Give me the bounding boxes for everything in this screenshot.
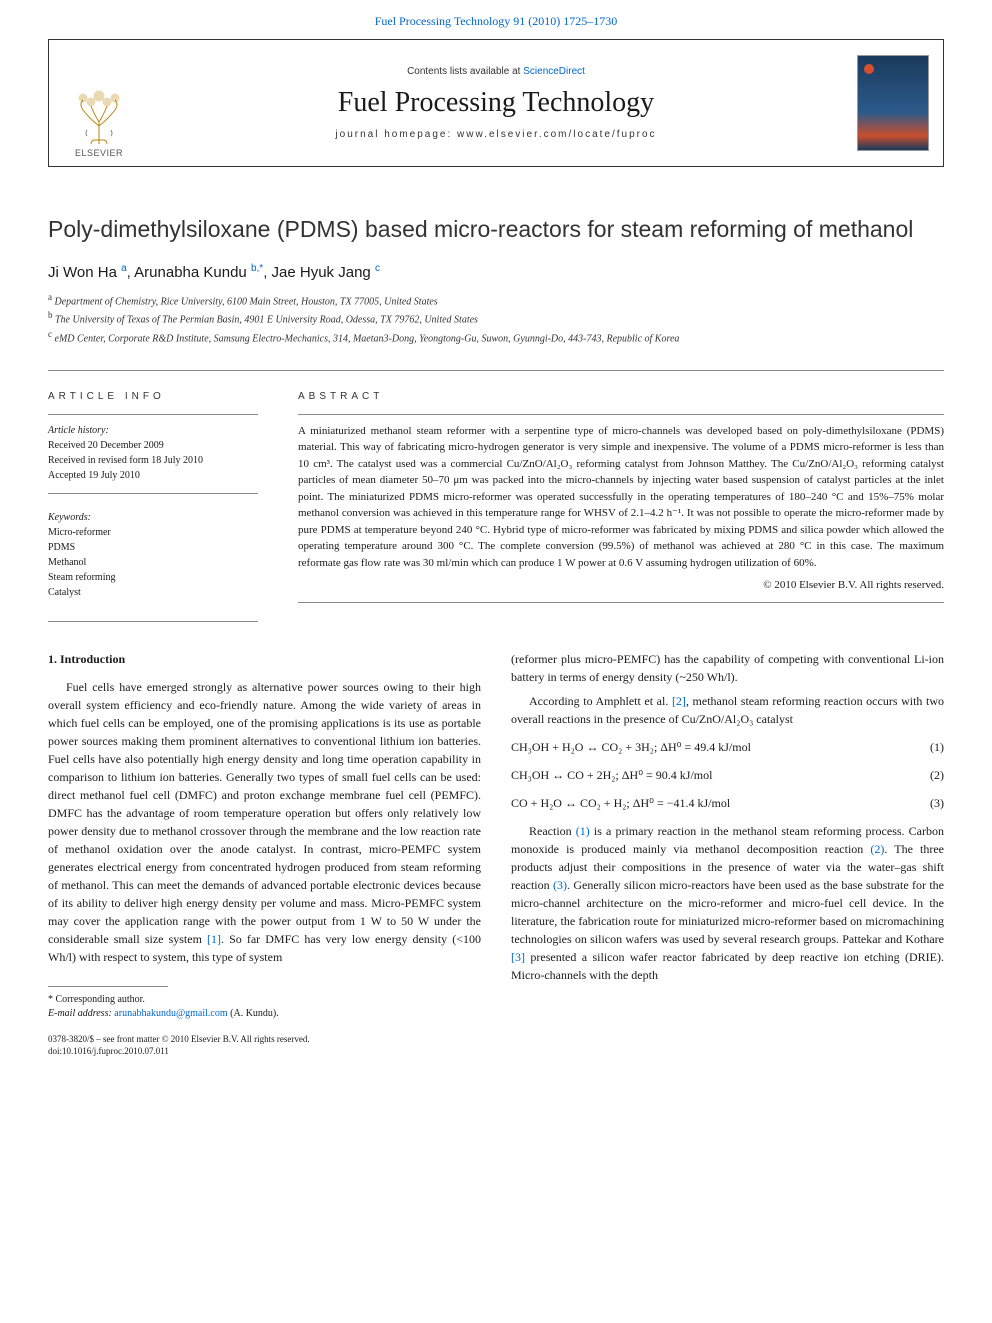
copyright-footer: 0378-3820/$ – see front matter © 2010 El… [48,1033,481,1058]
masthead-center: Contents lists available at ScienceDirec… [149,40,843,166]
paragraph: (reformer plus micro-PEMFC) has the capa… [511,650,944,686]
author-name: Arunabha Kundu [134,264,247,281]
equation-number: (1) [930,738,944,756]
divider-rule [298,414,944,415]
equation-formula: CH₃OH ↔ CO + 2H₂; ΔH⁰ = 90.4 kJ/mol [511,766,712,784]
journal-homepage-line: journal homepage: www.elsevier.com/locat… [335,129,656,140]
contents-available-line: Contents lists available at ScienceDirec… [407,66,585,77]
sciencedirect-link[interactable]: ScienceDirect [523,66,585,77]
right-column: (reformer plus micro-PEMFC) has the capa… [511,650,944,1058]
article-body: Poly-dimethylsiloxane (PDMS) based micro… [0,167,992,1088]
journal-cover-area [843,40,943,166]
email-label: E-mail address: [48,1008,112,1019]
corr-label: * Corresponding author. [48,993,481,1007]
paragraph-text: Fuel cells have emerged strongly as alte… [48,680,481,964]
abstract-text: A miniaturized methanol steam reformer w… [298,423,944,572]
elsevier-tree-icon [69,86,129,146]
journal-citation-link[interactable]: Fuel Processing Technology 91 (2010) 172… [375,14,618,28]
history-received: Received 20 December 2009 [48,438,258,453]
article-info-block: ARTICLE INFO Article history: Received 2… [48,389,258,603]
equation-formula: CO + H₂O ↔ CO₂ + H₂; ΔH⁰ = −41.4 kJ/mol [511,794,730,812]
affiliation-a: a Department of Chemistry, Rice Universi… [48,291,944,309]
keywords-label: Keywords: [48,510,258,525]
keyword: Steam reforming [48,570,258,585]
email-link[interactable]: arunabhakundu@gmail.com [114,1008,227,1019]
divider-rule [48,493,258,494]
authors-line: Ji Won Ha a, Arunabha Kundu b,*, Jae Hyu… [48,263,944,281]
divider-rule [48,621,258,622]
divider-rule [298,602,944,603]
affil-mark: a [48,292,52,302]
history-label: Article history: [48,423,258,438]
keyword: Micro-reformer [48,525,258,540]
journal-name: Fuel Processing Technology [338,87,654,119]
affiliation-b: b The University of Texas of The Permian… [48,309,944,327]
copyright-line: 0378-3820/$ – see front matter © 2010 El… [48,1033,481,1046]
masthead: ELSEVIER Contents lists available at Sci… [48,39,944,167]
corresponding-author-note: * Corresponding author. E-mail address: … [48,993,481,1021]
affil-mark: c [48,329,52,339]
journal-cover-icon [857,55,929,151]
divider-rule [48,414,258,415]
author-1: Ji Won Ha a [48,264,127,281]
author-3: Jae Hyuk Jang c [272,264,380,281]
affil-mark: b [48,310,53,320]
paragraph: Reaction (1) is a primary reaction in th… [511,822,944,984]
article-title: Poly-dimethylsiloxane (PDMS) based micro… [48,215,944,245]
abstract-copyright: © 2010 Elsevier B.V. All rights reserved… [298,577,944,594]
equation-number: (2) [930,766,944,784]
history-accepted: Accepted 19 July 2010 [48,468,258,483]
affiliation-c: c eMD Center, Corporate R&D Institute, S… [48,328,944,346]
author-affil-mark: c [375,263,380,274]
author-name: Ji Won Ha [48,264,117,281]
journal-homepage-url: www.elsevier.com/locate/fuproc [457,129,657,140]
equation-formula: CH₃OH + H₂O ↔ CO₂ + 3H₂; ΔH⁰ = 49.4 kJ/m… [511,738,751,756]
publisher-logo-area: ELSEVIER [49,40,149,166]
paragraph: According to Amphlett et al. [2], methan… [511,692,944,728]
meta-abstract-row: ARTICLE INFO Article history: Received 2… [48,371,944,621]
contents-prefix: Contents lists available at [407,66,523,77]
equation-1: CH₃OH + H₂O ↔ CO₂ + 3H₂; ΔH⁰ = 49.4 kJ/m… [511,738,944,756]
homepage-prefix: journal homepage: [335,129,457,140]
elsevier-logo: ELSEVIER [63,68,135,158]
affil-text: eMD Center, Corporate R&D Institute, Sam… [55,333,680,344]
section-heading: 1. Introduction [48,650,481,668]
author-2: Arunabha Kundu b,* [134,264,263,281]
abstract-block: ABSTRACT A miniaturized methanol steam r… [298,389,944,603]
journal-citation: Fuel Processing Technology 91 (2010) 172… [0,0,992,39]
keyword: Catalyst [48,585,258,600]
email-line: E-mail address: arunabhakundu@gmail.com … [48,1007,481,1021]
affil-text: The University of Texas of The Permian B… [55,315,478,326]
email-who: (A. Kundu). [230,1008,279,1019]
equation-2: CH₃OH ↔ CO + 2H₂; ΔH⁰ = 90.4 kJ/mol (2) [511,766,944,784]
affiliations: a Department of Chemistry, Rice Universi… [48,291,944,346]
affil-text: Department of Chemistry, Rice University… [55,296,438,307]
publisher-name: ELSEVIER [75,148,123,158]
equation-3: CO + H₂O ↔ CO₂ + H₂; ΔH⁰ = −41.4 kJ/mol … [511,794,944,812]
keyword: PDMS [48,540,258,555]
footnote-rule [48,986,168,987]
article-info-heading: ARTICLE INFO [48,389,258,404]
doi-line: doi:10.1016/j.fuproc.2010.07.011 [48,1045,481,1058]
abstract-heading: ABSTRACT [298,389,944,404]
history-revised: Received in revised form 18 July 2010 [48,453,258,468]
left-column: 1. Introduction Fuel cells have emerged … [48,650,481,1058]
keyword: Methanol [48,555,258,570]
author-affil-mark: b,* [251,263,263,274]
body-two-column: 1. Introduction Fuel cells have emerged … [48,650,944,1058]
paragraph: Fuel cells have emerged strongly as alte… [48,678,481,966]
equation-number: (3) [930,794,944,812]
author-name: Jae Hyuk Jang [272,264,371,281]
